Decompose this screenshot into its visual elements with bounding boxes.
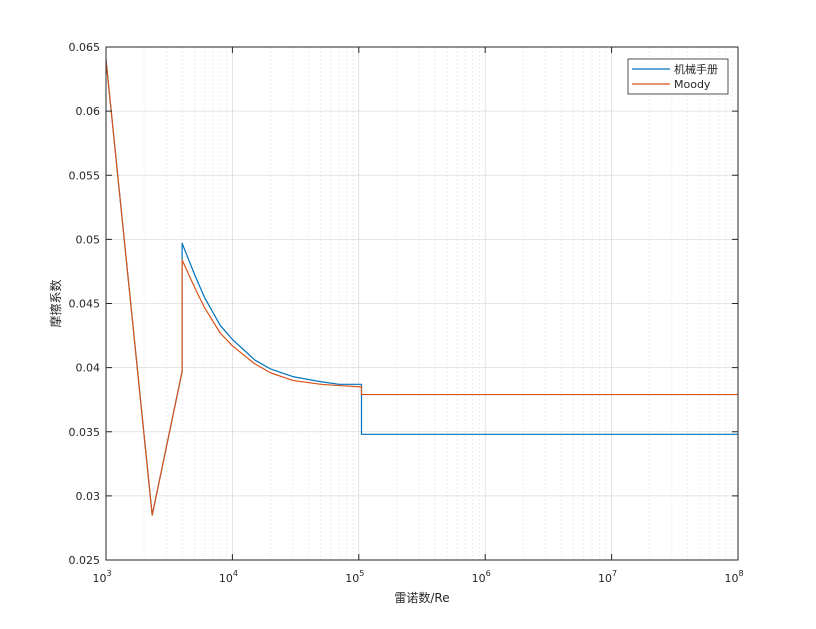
series-line-2: [106, 59, 738, 516]
x-tick-label: 107: [598, 569, 617, 585]
plot-series: [106, 59, 738, 516]
series-line-1: [106, 59, 738, 516]
x-tick-label: 106: [472, 569, 491, 585]
x-tick-label: 108: [724, 569, 743, 585]
y-tick-label: 0.065: [69, 41, 101, 54]
y-tick-label: 0.05: [76, 233, 101, 246]
y-tick-label: 0.025: [69, 554, 101, 567]
y-axis-label: 摩擦系数: [48, 279, 63, 327]
x-tick-base: 10: [345, 572, 359, 585]
x-tick-label: 104: [219, 569, 238, 585]
x-axis-label: 雷诺数/Re: [394, 590, 449, 605]
x-tick-base: 10: [92, 572, 106, 585]
x-tick-exponent: 8: [738, 569, 743, 578]
x-tick-base: 10: [598, 572, 612, 585]
legend: 机械手册 Moody: [627, 58, 729, 95]
x-tick-label: 103: [92, 569, 111, 585]
x-tick-base: 10: [472, 572, 486, 585]
x-tick-label: 105: [345, 569, 364, 585]
x-tick-exponent: 7: [612, 569, 617, 578]
x-tick-exponent: 3: [106, 569, 111, 578]
y-tick-label: 0.06: [76, 105, 101, 118]
y-tick-label: 0.045: [69, 298, 101, 311]
legend-label-series-1: 机械手册: [674, 62, 718, 76]
y-tick-label: 0.03: [76, 490, 101, 503]
y-tick-label: 0.055: [69, 169, 101, 182]
x-tick-exponent: 4: [233, 569, 238, 578]
x-tick-exponent: 6: [486, 569, 491, 578]
legend-label-series-2: Moody: [674, 78, 711, 91]
grid-lines: [105, 46, 739, 561]
y-tick-label: 0.04: [76, 362, 101, 375]
y-tick-label: 0.035: [69, 426, 101, 439]
x-tick-exponent: 5: [359, 569, 364, 578]
x-tick-base: 10: [724, 572, 738, 585]
x-tick-base: 10: [219, 572, 233, 585]
axis-ticks: 103 104 105 106 107 1080.0250.030.0350.040.04…: [69, 41, 744, 585]
legend-box: [627, 58, 729, 95]
